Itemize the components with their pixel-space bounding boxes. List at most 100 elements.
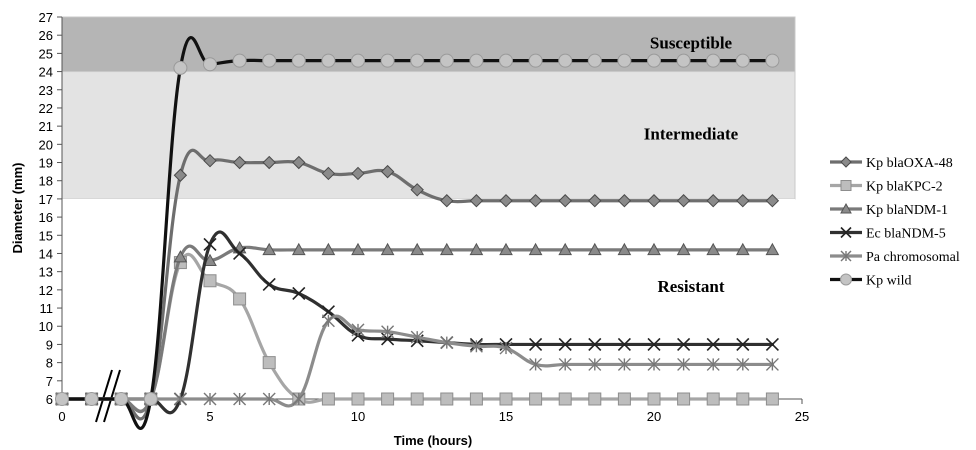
data-point — [528, 242, 543, 256]
data-point — [351, 53, 365, 68]
legend-marker — [840, 180, 852, 191]
data-point — [351, 392, 365, 406]
y-tick-label: 26 — [39, 28, 53, 43]
data-point — [676, 194, 691, 208]
data-point — [617, 194, 632, 208]
marker-stroke — [765, 337, 779, 351]
data-point — [706, 194, 720, 208]
axis-break-stroke — [95, 369, 113, 423]
y-tick-label: 27 — [39, 10, 53, 25]
data-point — [233, 292, 247, 306]
series-group — [55, 36, 780, 430]
data-point — [676, 242, 691, 256]
legend-marker — [840, 273, 852, 286]
data-point — [617, 53, 632, 68]
data-point — [736, 357, 750, 371]
y-tick-label: 6 — [46, 392, 53, 407]
y-tick-label: 16 — [39, 210, 53, 225]
data-point — [410, 330, 424, 344]
data-point — [440, 194, 454, 208]
data-point — [647, 53, 661, 68]
legend-label: Kp wild — [866, 274, 912, 289]
data-point — [55, 392, 69, 406]
data-point — [499, 392, 513, 406]
zone-label-intermediate: Intermediate — [644, 124, 739, 143]
data-point — [499, 53, 513, 68]
data-point — [647, 194, 661, 208]
data-point — [588, 357, 602, 371]
marker-stroke — [588, 337, 602, 351]
data-point — [173, 250, 188, 263]
data-point — [203, 237, 217, 251]
data-point — [647, 357, 661, 371]
data-point — [203, 392, 217, 406]
data-point — [706, 337, 720, 351]
y-tick-label: 9 — [46, 337, 53, 352]
data-point — [410, 183, 424, 197]
legend-item: Pa chromosomal — [830, 250, 960, 265]
data-point — [617, 337, 631, 351]
data-point — [558, 53, 573, 68]
data-point — [736, 194, 750, 208]
data-point — [469, 53, 484, 68]
data-point — [558, 242, 573, 256]
data-point — [469, 242, 484, 256]
legend-item: Kp blaOXA-48 — [830, 156, 953, 171]
data-point — [469, 392, 483, 406]
data-point — [736, 337, 750, 351]
data-point — [351, 242, 365, 256]
marker-stroke — [617, 337, 631, 351]
data-point — [499, 242, 513, 256]
legend-marker — [840, 250, 852, 262]
x-tick-label: 20 — [647, 409, 661, 424]
data-point — [529, 337, 543, 351]
data-point — [676, 53, 691, 68]
data-point — [529, 392, 543, 406]
data-point — [232, 53, 247, 68]
marker-stroke — [840, 226, 852, 239]
data-point — [380, 53, 395, 68]
legend-item: Kp blaKPC-2 — [830, 180, 943, 195]
zone-label-resistant: Resistant — [657, 277, 724, 296]
data-point — [647, 337, 661, 351]
data-point — [291, 242, 306, 256]
data-point — [765, 242, 780, 256]
data-point — [677, 337, 691, 351]
data-point — [558, 337, 572, 351]
marker-stroke — [203, 237, 217, 251]
data-point — [262, 277, 276, 291]
data-point — [292, 392, 306, 406]
legend-label: Kp blaNDM-1 — [866, 203, 948, 218]
data-point — [558, 194, 572, 208]
marker-stroke — [558, 337, 572, 351]
y-tick-label: 15 — [39, 228, 53, 243]
data-point — [262, 356, 276, 370]
data-point — [321, 166, 336, 181]
data-point — [765, 357, 779, 371]
marker-stroke — [736, 337, 750, 351]
data-point — [617, 392, 631, 406]
data-point — [233, 246, 247, 261]
data-point — [558, 357, 572, 371]
marker-stroke — [233, 246, 247, 261]
y-tick-label: 8 — [46, 356, 53, 371]
zone-labels: Susceptible Intermediate Resistant — [644, 33, 739, 296]
data-point — [588, 337, 602, 351]
series-kp-wild — [55, 36, 780, 430]
y-tick-label: 12 — [39, 283, 53, 298]
data-point — [617, 357, 631, 371]
y-tick-label: 21 — [39, 119, 53, 134]
data-point — [114, 392, 129, 406]
data-point — [736, 392, 750, 406]
y-tick-label: 20 — [39, 137, 53, 152]
data-point — [380, 164, 395, 179]
legend-label: Pa chromosomal — [866, 250, 960, 265]
data-point — [588, 194, 602, 208]
data-point — [706, 53, 721, 68]
data-point — [173, 392, 187, 406]
data-point — [262, 242, 277, 256]
data-point — [735, 53, 750, 68]
data-point — [647, 242, 661, 256]
legend-label: Kp blaKPC-2 — [866, 180, 943, 195]
